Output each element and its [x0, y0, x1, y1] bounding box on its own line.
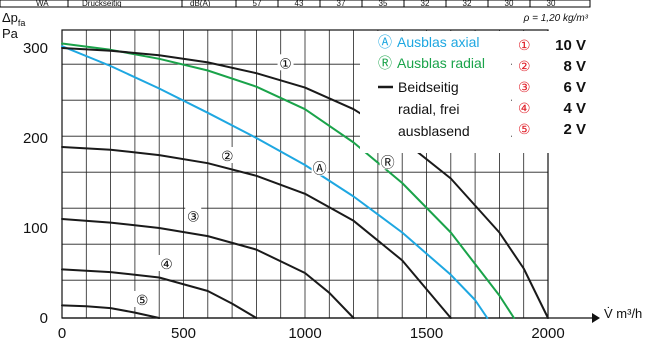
- table-unit: dB(A): [190, 0, 211, 8]
- table-value: 57: [253, 0, 262, 8]
- x-tick-label: 1000: [288, 325, 321, 342]
- y-axis-unit: Pa: [2, 26, 19, 41]
- table-value: 35: [379, 0, 388, 8]
- curve-marker: ④: [160, 256, 173, 272]
- series-line-3: [61, 146, 452, 319]
- legend-black-line-3: ausblasend: [398, 123, 470, 139]
- series-line-2: [61, 47, 549, 319]
- x-tick-label: 0: [58, 325, 66, 342]
- curve-marker-bg: [219, 147, 236, 163]
- curve-marker-bg: [134, 291, 151, 307]
- x-axis-arrow: [592, 313, 600, 323]
- legend-black-line-1: Beidseitig: [398, 79, 459, 95]
- curve-marker-bg: [185, 207, 202, 224]
- curve-marker: Ⓐ: [313, 161, 327, 177]
- series-line-6: [61, 304, 161, 319]
- series-line-0: [61, 45, 489, 319]
- series-line-4: [61, 218, 355, 319]
- legend-speed-icon: ⑤: [518, 121, 531, 137]
- legend-black-line-2: radial, frei: [398, 101, 459, 117]
- curve-marker: ②: [221, 148, 234, 164]
- curve-marker: ①: [279, 55, 292, 71]
- table-value: 37: [337, 0, 346, 8]
- curve-marker: Ⓡ: [381, 154, 395, 170]
- y-tick-label: 100: [23, 220, 48, 237]
- x-axis-label: V̇ m³/h: [604, 306, 642, 321]
- legend-speed-label: 6 V: [563, 79, 586, 96]
- legend-axial-label: Ausblas axial: [397, 34, 480, 50]
- curve-marker-bg: [158, 255, 175, 271]
- x-tick-label: 1500: [410, 325, 443, 342]
- legend-speed-icon: ①: [518, 37, 531, 53]
- curve-marker-bg: [311, 159, 328, 176]
- series-line-5: [61, 268, 258, 319]
- legend-speed-label: 10 V: [555, 37, 586, 54]
- curve-marker-bg: [277, 54, 294, 71]
- table-value: 32: [421, 0, 430, 8]
- table-value: 30: [505, 0, 514, 8]
- curve-marker-bg: [379, 153, 396, 170]
- legend-radial-icon: Ⓡ: [378, 55, 392, 71]
- legend-speed-label: 4 V: [563, 100, 586, 117]
- y-tick-label: 200: [23, 130, 48, 147]
- legend-speed-label: 2 V: [563, 121, 586, 138]
- series-line-1: [61, 42, 515, 319]
- table-value: 32: [463, 0, 472, 8]
- density-note: ρ = 1,20 kg/m³: [523, 13, 589, 24]
- x-tick-label: 500: [171, 325, 196, 342]
- x-tick-label: 2000: [531, 325, 564, 342]
- legend: Ⓐ Ausblas axial Ⓡ Ausblas radial Beidsei…: [360, 31, 590, 153]
- y-tick-label: 300: [23, 40, 48, 57]
- curve-marker: ⑤: [136, 292, 149, 308]
- table-row-text: Druckseitig: [82, 0, 122, 8]
- legend-speed-icon: ④: [518, 100, 531, 116]
- top-table: WA Druckseitig dB(A) 57 43 37 35 32 32 30 30: [0, 0, 591, 8]
- y-tick-label: 0: [40, 310, 48, 327]
- table-value: 30: [547, 0, 556, 8]
- legend-speed-icon: ③: [518, 79, 531, 95]
- legend-speed-icon: ②: [518, 58, 531, 74]
- legend-speed-label: 8 V: [563, 58, 586, 75]
- table-value: 43: [295, 0, 304, 8]
- curve-marker: ③: [187, 208, 200, 224]
- legend-radial-label: Ausblas radial: [397, 55, 485, 71]
- y-axis-label: Δpfa: [2, 10, 25, 28]
- table-row-label: WA: [36, 0, 49, 8]
- legend-axial-icon: Ⓐ: [378, 34, 392, 50]
